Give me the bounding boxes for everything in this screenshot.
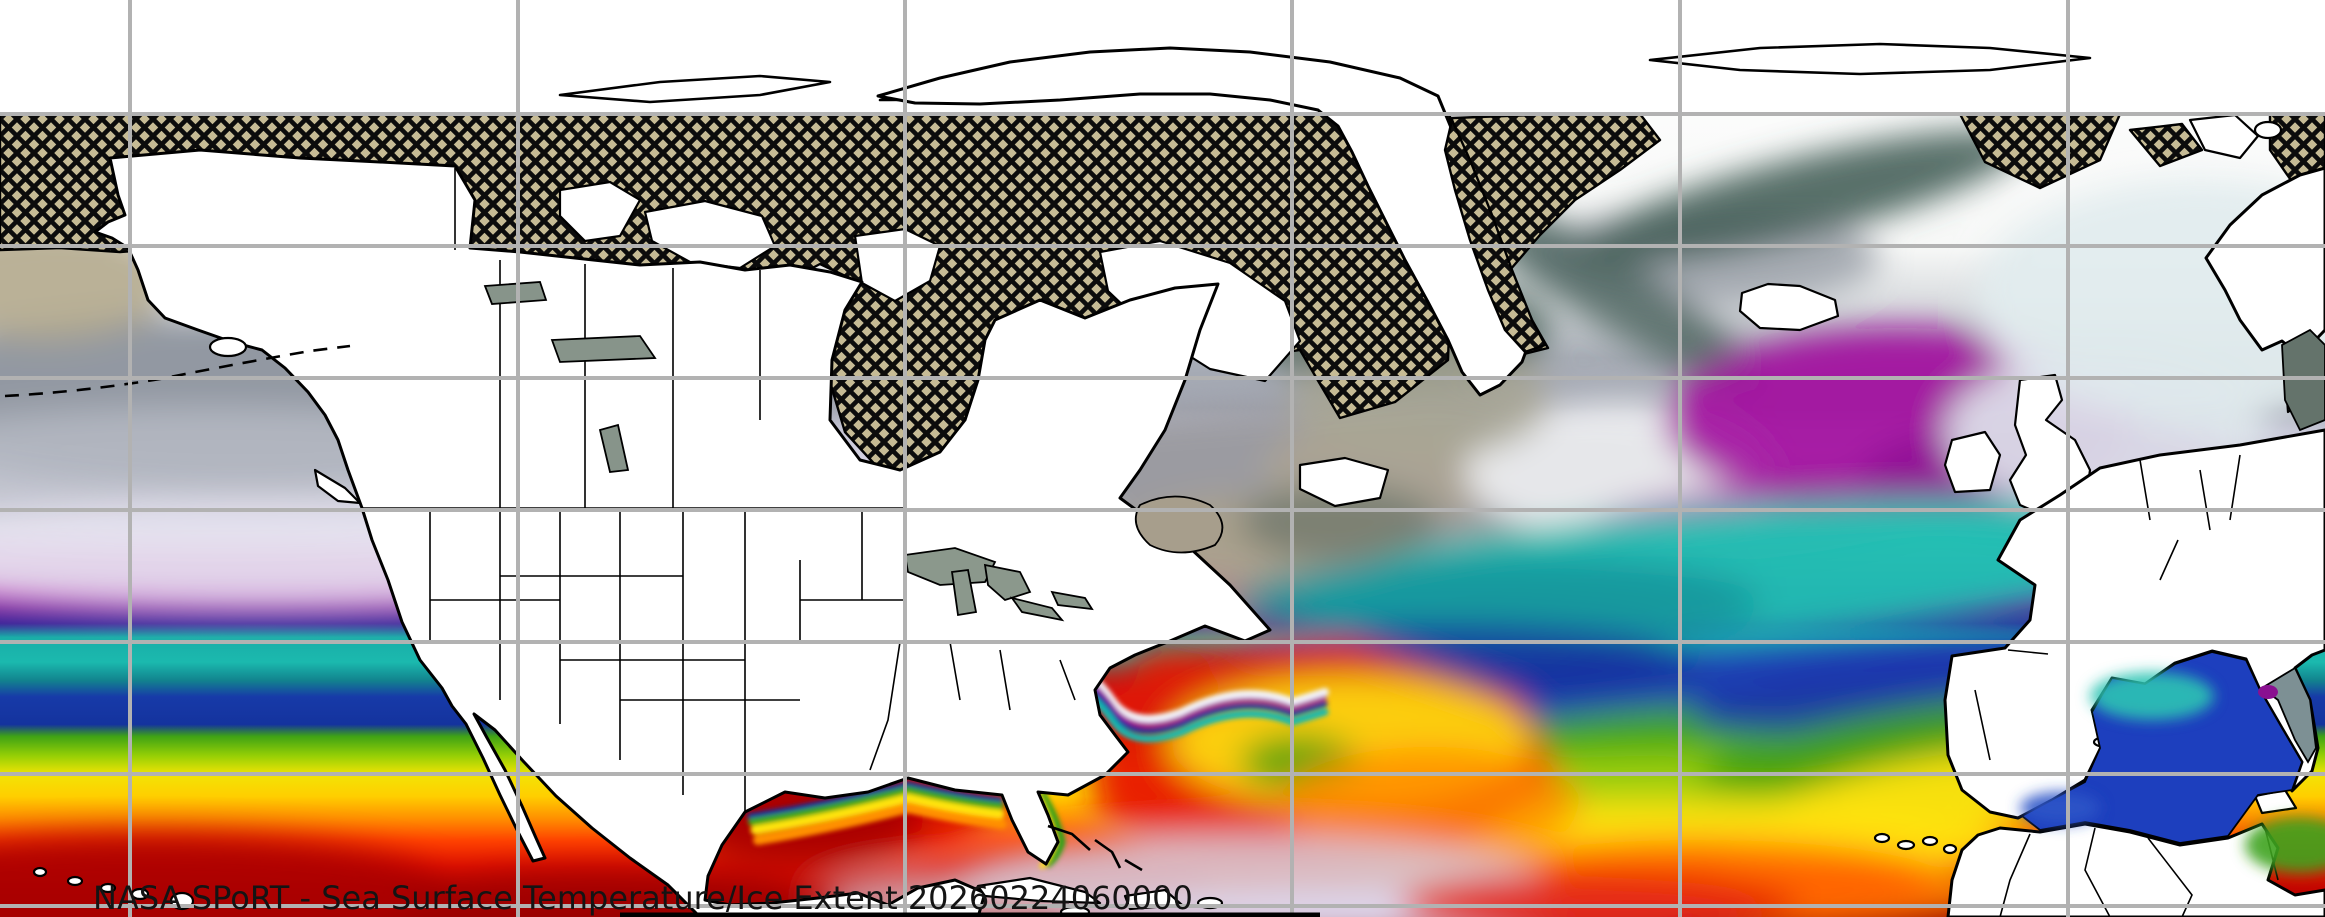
bahamas-bank-outline (1124, 858, 1143, 872)
canary-island (1942, 843, 1958, 855)
iceland (1738, 282, 1840, 332)
gulf-of-lion-teal (2090, 672, 2214, 720)
hawaii-island (66, 875, 84, 887)
franz-ice-hatch (2128, 122, 2204, 168)
lake-huron (983, 563, 1032, 602)
gulf-of-st-lawrence (1134, 495, 1224, 554)
map-caption: NASA SPoRT - Sea Surface Temperature/Ice… (93, 879, 1193, 917)
banks-island (558, 180, 642, 243)
lake-ontario (1050, 590, 1094, 611)
mediterranean-sea (2020, 651, 2303, 844)
hawaii-island (99, 882, 117, 894)
us-state-borders-horizontal (430, 575, 905, 701)
florida-green-fringe (1038, 790, 1066, 868)
arctic-archipelago-outline (558, 74, 832, 104)
lake-superior (903, 547, 997, 586)
alboran-blue (2020, 792, 2100, 824)
ireland (1943, 430, 2002, 494)
svalbard-small-island (2253, 120, 2283, 140)
political-borders (362, 168, 2279, 917)
inland-waters (483, 281, 2325, 873)
newfoundland-island (1298, 456, 1390, 508)
lake-winnipeg (598, 423, 630, 473)
polar-coast-outline (1648, 42, 2092, 76)
vancouver-island (313, 468, 362, 505)
gulf-coast-navy-fringe (747, 780, 1003, 819)
bahamas-bank-outline (1047, 824, 1091, 851)
adriatic-purple-tip (2258, 685, 2278, 699)
canary-island (1873, 832, 1891, 844)
cuba (976, 876, 1102, 905)
landmass-africa (1946, 822, 2325, 917)
bahamas (1047, 824, 1143, 872)
pacific-dark-red (0, 834, 450, 917)
canary-islands (1873, 832, 1958, 855)
great-bear-lake (483, 281, 548, 305)
tunisia-green-water (2245, 817, 2325, 873)
bahamas-bank-outline (1094, 838, 1122, 869)
great-slave-lake (550, 335, 657, 363)
lake-erie (1009, 596, 1065, 622)
canary-island (1921, 835, 1939, 847)
gulf-coast-green-fringe (748, 785, 1004, 826)
africa-country-borders (1999, 827, 2279, 917)
hawaiian-islands (32, 866, 195, 911)
kodiak-island (208, 336, 248, 358)
greenland-sea-slate (1576, 130, 2024, 266)
gulf-coast-yellow-fringe (750, 793, 1005, 835)
gulf-coast-orange-fringe (753, 802, 1007, 845)
mediterranean-shading (2020, 672, 2325, 873)
canada-province-borders (499, 260, 761, 508)
se-greenland-ice-fringe (1443, 118, 1547, 354)
canary-island (1896, 839, 1916, 851)
lake-michigan (950, 569, 978, 617)
europe-country-borders (1974, 454, 2241, 761)
hawaii-island (32, 866, 48, 878)
atlantic-deep-teal (1240, 556, 1760, 648)
